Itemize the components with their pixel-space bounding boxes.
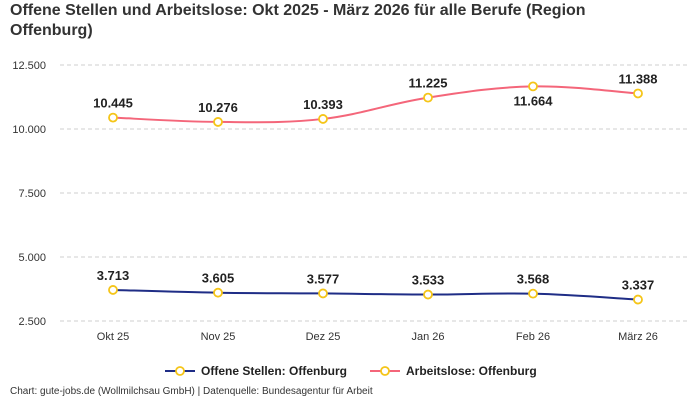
y-tick-label: 5.000 — [18, 252, 46, 264]
x-tick-label: März 26 — [618, 331, 658, 343]
data-label: 3.533 — [412, 273, 445, 288]
data-markers — [108, 81, 643, 305]
x-tick-label: Nov 25 — [201, 331, 236, 343]
x-tick-label: Okt 25 — [97, 331, 129, 343]
data-label: 10.445 — [93, 96, 133, 111]
data-label: 3.713 — [97, 268, 130, 283]
x-tick-label: Dez 25 — [306, 331, 341, 343]
legend-label: Arbeitslose: Offenburg — [406, 364, 537, 378]
data-point — [633, 88, 643, 99]
chart-title: Offene Stellen und Arbeitslose: Okt 2025… — [10, 2, 586, 39]
data-point — [318, 288, 328, 299]
data-label: 11.664 — [513, 93, 553, 108]
data-labels: 3.713 3.605 3.577 3.533 3.568 3.337 10.445 10.2… — [93, 71, 657, 292]
y-tick-label: 7.500 — [18, 188, 46, 200]
data-label: 11.388 — [618, 71, 657, 86]
y-axis-ticks: 2.500 5.000 7.500 10.000 12.500 — [12, 60, 46, 328]
grid-lines — [60, 64, 690, 322]
series-line-arbeitslose — [112, 85, 639, 124]
series-line-offene-stellen — [112, 288, 639, 301]
y-tick-label: 12.500 — [12, 60, 46, 72]
data-point — [108, 285, 118, 295]
data-point — [318, 114, 328, 124]
x-tick-label: Feb 26 — [516, 331, 550, 343]
data-point — [633, 294, 643, 305]
legend-marker — [175, 366, 185, 376]
data-point — [423, 92, 433, 103]
legend: Offene Stellen: Offenburg Arbeitslose: Of… — [165, 364, 537, 378]
x-axis-ticks: Okt 25 Nov 25 Dez 25 Jan 26 Feb 26 März 26 — [97, 331, 658, 343]
data-point — [528, 81, 538, 92]
data-label: 10.393 — [303, 97, 343, 112]
x-tick-label: Jan 26 — [411, 331, 444, 343]
data-label: 11.225 — [408, 76, 447, 91]
data-point — [213, 117, 223, 127]
y-tick-label: 2.500 — [18, 316, 46, 328]
data-label: 3.605 — [202, 271, 235, 286]
chart-source: Chart: gute-jobs.de (Wollmilchsau GmbH) … — [10, 386, 373, 397]
data-point — [213, 287, 223, 298]
legend-marker — [380, 366, 390, 376]
data-label: 3.568 — [517, 272, 550, 287]
y-tick-label: 10.000 — [12, 124, 46, 136]
data-point — [108, 112, 118, 123]
data-label: 3.337 — [622, 278, 655, 293]
series-lines — [112, 85, 639, 301]
legend-label: Offene Stellen: Offenburg — [201, 364, 347, 378]
data-point — [423, 289, 433, 300]
data-label: 3.577 — [307, 271, 340, 286]
data-label: 10.276 — [198, 100, 238, 115]
data-point — [528, 288, 538, 299]
